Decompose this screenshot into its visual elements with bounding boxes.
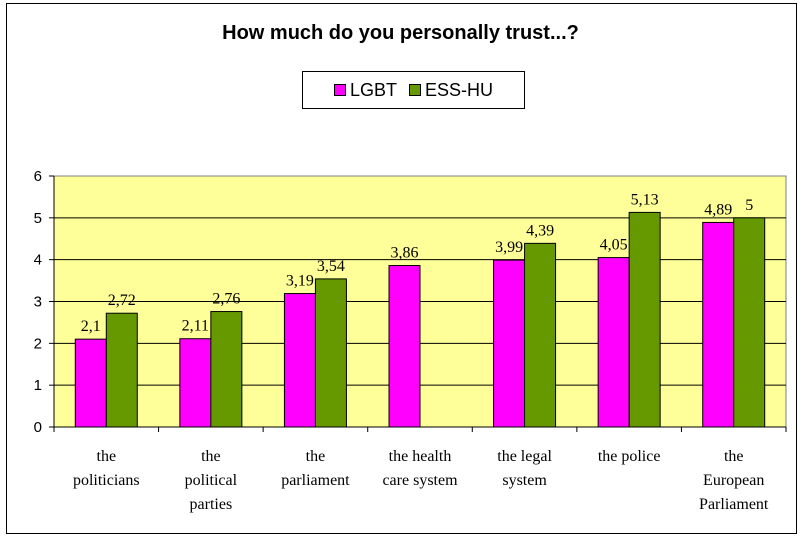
bar-lgbt-6 bbox=[702, 221, 735, 428]
x-tick-label-4-line-1: system bbox=[502, 472, 547, 489]
y-tick-label-2: 2 bbox=[34, 335, 42, 352]
bar-ess-hu-2 bbox=[314, 278, 347, 428]
x-tick-label-4-line-0: the legal bbox=[497, 448, 552, 465]
legend-swatch-lgbt bbox=[333, 84, 346, 96]
x-tick-label-1-line-0: the bbox=[201, 448, 221, 465]
x-tick-label-1-line-2: parties bbox=[190, 496, 233, 513]
legend-label-lgbt: LGBT bbox=[349, 79, 397, 100]
chart-legend: LGBT ESS-HU bbox=[302, 71, 525, 109]
bar-lgbt-4 bbox=[493, 259, 526, 428]
data-label-ess-hu-2: 3,54 bbox=[317, 258, 345, 275]
legend-item-lgbt: LGBT bbox=[333, 79, 397, 101]
data-label-lgbt-2: 3,19 bbox=[286, 273, 314, 290]
data-label-ess-hu-0: 2,72 bbox=[108, 292, 136, 309]
x-tick-label-1-line-1: political bbox=[185, 472, 238, 489]
data-label-ess-hu-4: 4,39 bbox=[526, 222, 554, 239]
data-label-lgbt-6: 4,89 bbox=[704, 201, 732, 218]
bar-ess-hu-0 bbox=[105, 312, 138, 428]
data-label-lgbt-0: 2,1 bbox=[81, 318, 101, 335]
legend-label-ess-hu: ESS-HU bbox=[425, 79, 494, 100]
y-tick-label-3: 3 bbox=[34, 294, 42, 311]
data-label-lgbt-4: 3,99 bbox=[495, 239, 523, 256]
bar-ess-hu-1 bbox=[210, 311, 243, 428]
bar-lgbt-5 bbox=[597, 257, 630, 428]
y-tick-label-6: 6 bbox=[34, 168, 42, 185]
bar-lgbt-3 bbox=[388, 265, 421, 428]
x-tick-label-0-line-1: politicians bbox=[73, 472, 140, 489]
bar-ess-hu-6 bbox=[733, 217, 766, 428]
x-tick-label-2-line-1: parliament bbox=[281, 472, 350, 489]
data-label-ess-hu-1: 2,76 bbox=[212, 291, 240, 308]
bar-lgbt-0 bbox=[74, 338, 107, 428]
y-tick-label-5: 5 bbox=[34, 210, 42, 227]
x-tick-label-6-line-2: Parliament bbox=[699, 496, 769, 513]
legend-item-ess-hu: ESS-HU bbox=[409, 80, 493, 101]
x-tick-label-0-line-0: the bbox=[97, 448, 117, 465]
x-tick-label-3-line-1: care system bbox=[382, 472, 458, 489]
bar-lgbt-2 bbox=[283, 293, 316, 428]
data-label-ess-hu-5: 5,13 bbox=[631, 191, 659, 208]
bar-ess-hu-5 bbox=[628, 211, 661, 428]
y-tick-label-0: 0 bbox=[34, 419, 42, 436]
x-tick-label-3-line-0: the health bbox=[389, 448, 452, 465]
bar-ess-hu-4 bbox=[524, 242, 557, 428]
x-tick-label-6-line-1: European bbox=[703, 472, 764, 489]
bar-lgbt-1 bbox=[179, 338, 212, 428]
x-tick-label-2-line-0: the bbox=[306, 448, 326, 465]
x-tick-label-5-line-0: the police bbox=[598, 448, 661, 465]
data-label-lgbt-1: 2,11 bbox=[182, 318, 209, 335]
data-label-ess-hu-6: 5 bbox=[745, 197, 753, 214]
data-label-lgbt-5: 4,05 bbox=[600, 237, 628, 254]
y-tick-label-1: 1 bbox=[34, 377, 42, 394]
chart-title: How much do you personally trust...? bbox=[222, 22, 579, 44]
x-tick-label-6-line-0: the bbox=[724, 448, 744, 465]
y-tick-label-4: 4 bbox=[34, 252, 42, 269]
data-label-lgbt-3: 3,86 bbox=[391, 245, 419, 262]
legend-swatch-ess-hu bbox=[409, 84, 421, 96]
